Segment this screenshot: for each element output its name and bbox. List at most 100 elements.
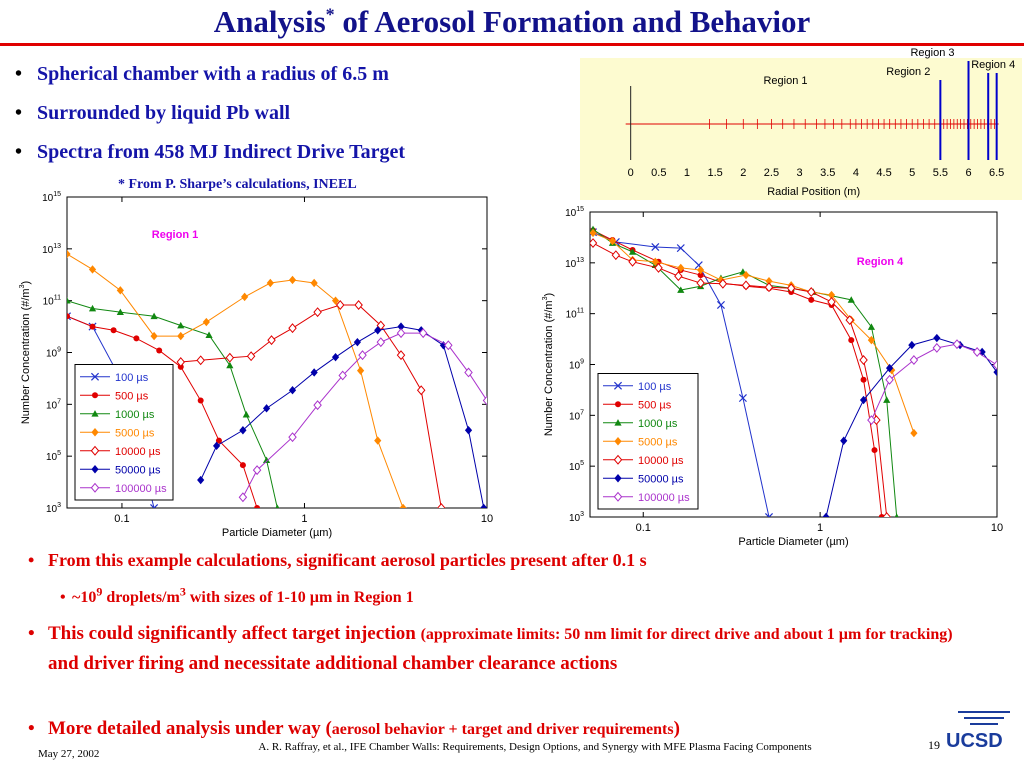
marker (239, 462, 246, 469)
marker (867, 323, 876, 330)
marker (238, 492, 248, 503)
x-tick-label: 10 (481, 513, 493, 525)
annotation: Region 4 (857, 256, 904, 268)
marker (482, 395, 487, 406)
y-axis-label-run: 3 (19, 284, 26, 288)
marker (288, 275, 297, 285)
text-run: (approximate limits: 50 nm limit for dir… (420, 626, 953, 643)
marker (882, 512, 891, 517)
marker (396, 350, 406, 361)
marker (847, 296, 855, 303)
marker (242, 411, 250, 418)
y-tick-exp: 9 (580, 359, 584, 366)
x-tick-label: 0.1 (114, 513, 129, 525)
legend-label: 100 µs (115, 372, 149, 384)
marker (764, 282, 774, 293)
marker (239, 426, 247, 435)
marker (848, 337, 855, 344)
x-axis-label: Particle Diameter (µm) (738, 536, 848, 548)
marker (252, 465, 262, 476)
marker (885, 363, 894, 373)
marker (116, 308, 124, 316)
marker (697, 272, 704, 279)
title-rule (0, 43, 1024, 46)
x-tick-label: 3 (797, 167, 803, 179)
x-tick-label: 5 (909, 167, 915, 179)
marker (867, 335, 876, 345)
marker (374, 326, 382, 335)
x-tick-label: 4.5 (876, 167, 891, 179)
marker (266, 278, 274, 288)
y-tick-exp: 3 (57, 502, 61, 509)
marker (764, 512, 774, 517)
marker (215, 437, 222, 444)
y-tick-base: 10 (569, 462, 581, 473)
marker (651, 257, 659, 266)
text-run: From this example calculations, signific… (48, 550, 647, 570)
series-line (200, 326, 485, 508)
legend-label: 5000 µs (638, 436, 678, 448)
marker (418, 328, 428, 339)
marker (90, 482, 100, 493)
y-tick-exp: 7 (57, 398, 61, 405)
y-tick-label: 105 (569, 460, 584, 473)
text-run: of Aerosol Formation and Behavior (334, 4, 811, 39)
marker (786, 283, 796, 294)
series-line (592, 231, 770, 517)
marker (613, 491, 623, 502)
marker (354, 300, 363, 310)
marker (628, 256, 637, 267)
y-axis-label-run: 3 (542, 296, 549, 300)
text-run: 9 (96, 584, 103, 599)
series-line (67, 300, 278, 508)
marker (909, 355, 919, 365)
marker (156, 347, 163, 354)
y-tick-exp: 13 (576, 257, 584, 264)
marker (613, 381, 623, 390)
x-tick-label: 1.5 (707, 167, 722, 179)
region-label: Region 3 (910, 47, 954, 59)
y-tick-base: 10 (566, 310, 578, 321)
marker (338, 370, 347, 381)
text-run: Analysis (213, 4, 326, 39)
y-axis-label: Number Concentration (#/m3) (542, 293, 555, 436)
x-axis-label: Particle Diameter (µm) (222, 527, 332, 539)
legend-label: 100000 µs (115, 483, 167, 495)
marker (150, 331, 158, 341)
y-tick-exp: 5 (580, 460, 584, 467)
y-tick-exp: 11 (577, 308, 584, 315)
marker (67, 297, 71, 304)
region-label: Region 1 (763, 75, 807, 87)
y-tick-base: 10 (569, 513, 581, 524)
marker (310, 368, 318, 377)
marker (676, 244, 685, 253)
text-run: aerosol behavior + target and driver req… (331, 721, 674, 738)
y-tick-base: 10 (46, 504, 58, 515)
marker (396, 328, 406, 339)
marker (867, 415, 876, 426)
x-tick-label: 0 (628, 167, 634, 179)
marker (840, 436, 848, 445)
finding: This could significantly affect target i… (28, 619, 978, 678)
marker (331, 352, 340, 362)
marker (133, 335, 140, 342)
marker (205, 331, 213, 338)
marker (177, 331, 185, 341)
marker (910, 428, 918, 438)
y-tick-base: 10 (565, 208, 577, 219)
marker (738, 393, 747, 403)
y-tick-base: 10 (565, 259, 577, 270)
x-tick-label: 10 (991, 522, 1003, 534)
marker (611, 250, 621, 261)
text-run: droplets/m (102, 589, 180, 606)
y-axis-label-run: Number Concentration (#/m (543, 300, 555, 436)
x-tick-label: 1 (301, 513, 307, 525)
marker (335, 300, 345, 310)
marker (993, 367, 997, 377)
y-tick-base: 10 (42, 245, 54, 256)
marker (288, 323, 297, 334)
logo: UCSD (946, 730, 1003, 752)
marker (67, 313, 70, 320)
